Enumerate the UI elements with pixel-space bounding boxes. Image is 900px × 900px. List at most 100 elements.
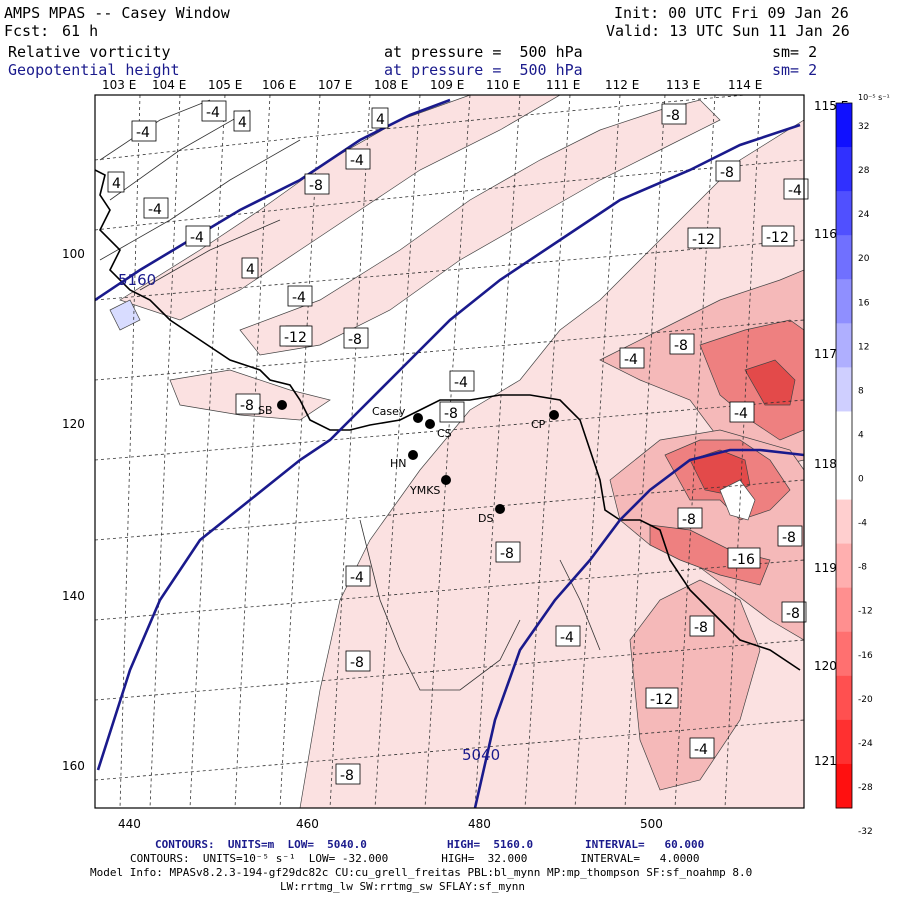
vort-label-box [687,227,721,249]
colorbar-tick-label: 24 [858,210,870,220]
vort-contour-line [99,99,601,691]
lon-label: 105 E [208,78,242,92]
vort-label: -8 [348,332,362,348]
vort-label-box [241,257,259,279]
vort-label-box [715,160,741,182]
vort-label-box [185,225,211,247]
vort-label-box [661,103,687,125]
vort-label: -4 [206,105,220,121]
x-tick-460: 460 [296,817,319,831]
vort-label: -4 [292,290,306,306]
vort-label-box [555,625,581,647]
lon-label: 108 E [374,78,408,92]
colorbar-swatch [836,323,852,368]
vort-label-box [669,333,695,355]
lon-label: 103 E [102,78,136,92]
vort-label-box [619,347,645,369]
colorbar-tick-label: -24 [858,739,873,749]
vort-label-box [107,171,125,193]
valid-time: Valid: 13 UTC Sun 11 Jan 26 [606,22,850,40]
station-marker-cs [425,419,435,429]
x-tick-440: 440 [118,817,141,831]
lon-label: 107 E [318,78,352,92]
vort-label: -4 [734,406,748,422]
vort-label-box [304,173,330,195]
height-contour-5040 [473,448,804,808]
lon-label: 114 E [728,78,762,92]
vort-label-box [781,601,807,623]
vort-label-box [371,107,389,129]
colorbar-swatch [836,587,852,633]
vort-label-box [233,110,251,132]
vort-label: -4 [624,352,638,368]
colorbar-tick-label: 16 [858,298,870,308]
lon-label: 109 E [430,78,464,92]
colorbar-tick-label: 8 [858,386,864,396]
vort-label: -8 [694,620,708,636]
vort-label: 4 [376,112,385,128]
vort-label: -8 [500,546,514,562]
colorbar-swatch [836,367,852,412]
vort-label: -12 [650,692,673,708]
colorbar-tick-label: -16 [858,651,873,661]
vort-label-box [201,100,227,122]
station-layer: Casey CS HN YMKS DS CP SB [258,400,559,525]
vort-label-box [761,225,795,247]
field1-level: at pressure = 500 hPa [384,43,583,61]
station-label-cs: CS [437,427,452,440]
lon-label: 112 E [605,78,639,92]
vort-label: -12 [284,330,307,346]
colorbar-tick-label: 28 [858,166,870,176]
vort-label-box [235,393,261,415]
vort-label: 4 [246,262,255,278]
colorbar-swatch [836,411,852,456]
vort-label: -8 [340,768,354,784]
vort-label-box [677,507,703,529]
station-label-casey: Casey [372,405,406,418]
station-label-ymks: YMKS [409,484,440,497]
colorbar-tick-label: -12 [858,607,873,617]
vort-shade-positive [109,299,141,331]
height-label-5160: 5160 [118,271,156,289]
field1-smoothing: sm= 2 [772,43,818,61]
colorbar-tick-label: -4 [858,519,867,529]
vort-shade-white-pocket [719,479,756,521]
height-label-5040: 5040 [462,746,500,764]
colorbar-tick-label: 12 [858,342,869,352]
footer-model-info: Model Info: MPASv8.2.3-194-gf29dc82c CU:… [90,866,753,879]
vort-label-box [689,737,715,759]
height-contours [95,98,804,808]
footer-radiation-info: LW:rrtmg_lw SW:rrtmg_sw SFLAY:sf_mynn [280,880,526,893]
vort-label-box [279,325,313,347]
vort-label: -4 [190,230,204,246]
x-axis-ticks: 440 460 480 500 [118,817,663,831]
lon-label: 110 E [486,78,520,92]
vort-label: -4 [454,375,468,391]
colorbar-swatch [836,147,852,192]
vort-label: -8 [682,512,696,528]
station-marker-casey [413,413,423,423]
vort-shade-medium-3 [629,579,761,791]
colorbar-swatch [836,631,852,677]
vort-shade-dark-3 [649,524,771,586]
colorbar-swatch [836,455,852,501]
colorbar-swatch [836,103,852,148]
vort-label-box [689,615,715,637]
colorbar-tick-label: 20 [858,254,870,264]
station-marker-cp [549,410,559,420]
lon-label: 113 E [666,78,700,92]
vort-label-box [729,401,755,423]
colorbar-tick-label: 0 [858,475,864,485]
vort-label: -8 [240,398,254,414]
colorbar-swatch [836,499,852,545]
colorbar-tick-label: -20 [858,695,873,705]
vort-label-layer: -4 -4 4 4 -4 -4 4 -8 -4 4 -8 -8 -4 -12 -8 -4 -8 -8 -12 -4 -4… [107,100,809,785]
vort-label-box [345,565,371,587]
y-tick-160: 160 [62,759,85,773]
vort-label-box [345,148,371,170]
vort-label-box [645,687,679,709]
footer-height-interval: INTERVAL= 60.000 [585,838,705,851]
vort-label: -8 [720,165,734,181]
vort-label: 4 [112,176,121,192]
vort-label-box [131,120,157,142]
